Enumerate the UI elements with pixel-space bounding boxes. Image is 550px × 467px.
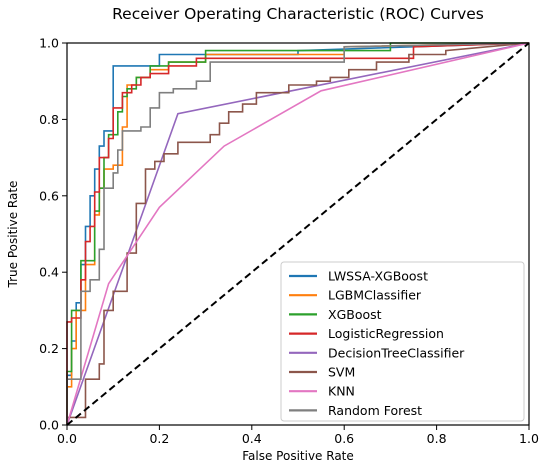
- legend-label-svm: SVM: [328, 365, 355, 380]
- x-tick-label: 0.8: [427, 431, 447, 446]
- roc-curve-svm: [66, 42, 530, 425]
- roc-curve-random-forest: [66, 42, 530, 425]
- x-tick-label: 0.0: [57, 431, 77, 446]
- x-tick-label: 1.0: [519, 431, 539, 446]
- legend-label-random-forest: Random Forest: [328, 403, 422, 418]
- legend: LWSSA-XGBoost LGBMClassifier XGBoost Logist…: [280, 261, 525, 422]
- x-tick-label: 0.6: [334, 431, 354, 446]
- plot-series: [66, 42, 530, 426]
- roc-curve-logisticregression: [66, 42, 530, 425]
- legend-box: [280, 261, 525, 422]
- legend-label-lgbmclassifier: LGBMClassifier: [328, 288, 422, 303]
- legend-label-decisiontreeclassifier: DecisionTreeClassifier: [328, 345, 465, 360]
- legend-label-lwssa-xgboost: LWSSA-XGBoost: [328, 269, 428, 284]
- y-tick-label: 0.6: [39, 188, 59, 203]
- y-axis-label: True Positive Rate: [6, 181, 20, 289]
- plot-frame: [66, 42, 530, 426]
- roc-curve-knn: [66, 42, 530, 426]
- chart-title: Receiver Operating Characteristic (ROC) …: [112, 5, 484, 23]
- x-axis-label: False Positive Rate: [242, 449, 354, 463]
- roc-curve-xgboost: [66, 42, 529, 425]
- x-tick-label: 0.4: [242, 431, 262, 446]
- legend-label-xgboost: XGBoost: [328, 307, 382, 322]
- y-tick-label: 0.8: [39, 112, 59, 127]
- y-tick-label: 0.4: [39, 265, 59, 280]
- y-tick-label: 0.2: [39, 341, 59, 356]
- legend-label-logisticregression: LogisticRegression: [328, 326, 444, 341]
- legend-label-knn: KNN: [328, 384, 355, 399]
- y-axis-ticks: 0.0 0.2 0.4 0.6 0.8 1.0: [39, 36, 67, 433]
- x-tick-label: 0.2: [149, 431, 169, 446]
- chance-diagonal-line: [66, 42, 530, 426]
- x-axis-ticks: 0.0 0.2 0.4 0.6 0.8 1.0: [57, 425, 539, 446]
- y-tick-label: 0.0: [39, 418, 59, 433]
- y-tick-label: 1.0: [39, 36, 59, 51]
